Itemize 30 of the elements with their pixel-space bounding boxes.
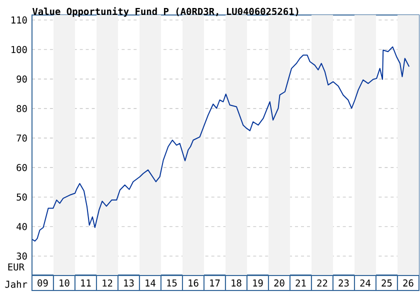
y-tick-label: 50	[16, 194, 27, 201]
x-tick-label: 09	[38, 279, 48, 287]
y-tick-label: 80	[16, 104, 27, 112]
x-tick-label: 15	[167, 279, 177, 287]
x-tick-label: 12	[102, 279, 112, 287]
y-tick-label: 90	[16, 75, 27, 83]
x-tick-label: 24	[360, 279, 370, 287]
x-tick-label: 18	[232, 279, 242, 287]
x-tick-label: 16	[188, 279, 198, 287]
x-tick-label: 21	[296, 279, 306, 287]
x-axis-title: Jahr	[5, 280, 28, 288]
x-tick-label: 26	[403, 279, 414, 287]
y-tick-label: 30	[16, 252, 27, 260]
x-tick-label: 19	[253, 279, 263, 287]
x-tick-label: 13	[124, 279, 134, 287]
line-series	[32, 46, 410, 242]
x-tick-label: 10	[60, 279, 70, 287]
x-tick-label: 23	[338, 279, 349, 287]
y-axis-title: EUR	[8, 263, 24, 270]
x-tick-label: 17	[210, 280, 220, 286]
x-tick-label: 11	[81, 280, 91, 286]
x-tick-label: 20	[274, 279, 284, 287]
y-tick-label: 60	[16, 164, 27, 172]
y-tick-label: 100	[12, 46, 27, 54]
y-tick-label: 110	[12, 16, 27, 24]
x-tick-label: 25	[382, 279, 392, 287]
x-tick-label: 14	[146, 280, 156, 286]
y-tick-label: 70	[16, 134, 27, 142]
x-tick-label: 22	[317, 279, 328, 287]
y-tick-label: 40	[16, 223, 27, 230]
